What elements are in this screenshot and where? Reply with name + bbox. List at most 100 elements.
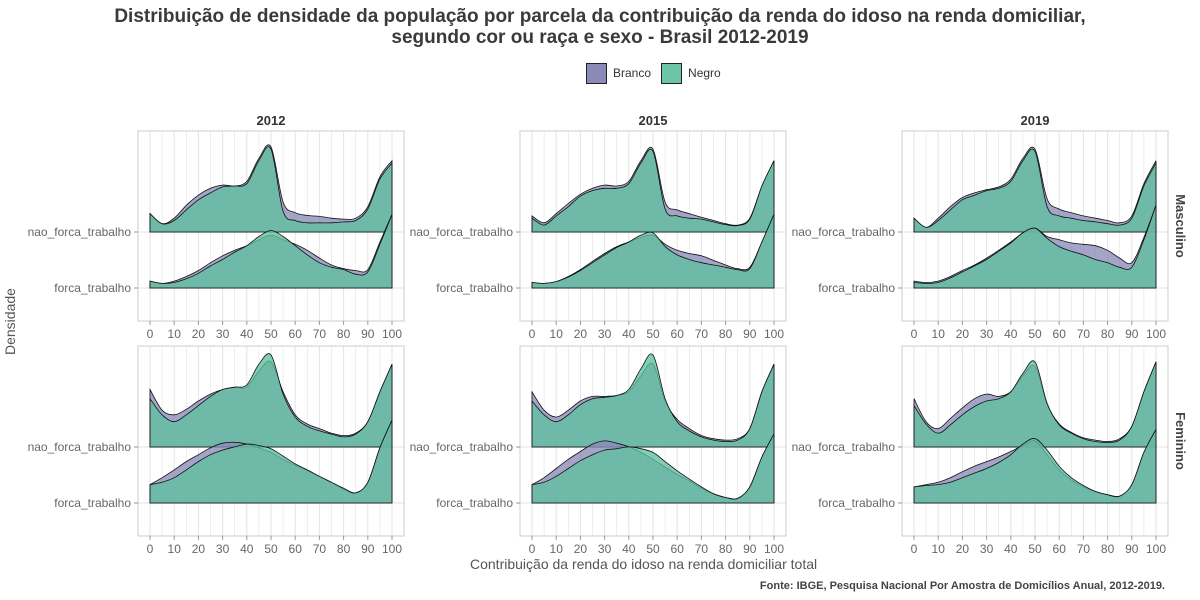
x-tick-label: 50 (1028, 542, 1042, 556)
x-tick-label: 30 (216, 327, 230, 341)
x-tick-label: 70 (313, 542, 327, 556)
x-tick-label: 90 (743, 327, 757, 341)
y-tick-label-forca_trabalho: forca_trabalho (54, 496, 131, 510)
x-tick-label: 90 (743, 542, 757, 556)
x-tick-label: 0 (529, 542, 536, 556)
density-forca_trabalho-negro (149, 420, 393, 504)
x-tick-label: 50 (646, 327, 660, 341)
y-tick-label-nao_forca_trabalho: nao_forca_trabalho (792, 225, 896, 239)
y-tick-label-nao_forca_trabalho: nao_forca_trabalho (28, 440, 132, 454)
legend-key-negro (661, 62, 683, 84)
x-tick-label: 80 (1101, 542, 1115, 556)
x-tick-label: 10 (168, 542, 182, 556)
panel-2015-masculino: nao_forca_trabalho forca_trabalho 0 10 20 30 4… (410, 130, 787, 341)
legend: Branco Negro (586, 60, 731, 86)
x-tick-label: 80 (337, 327, 351, 341)
x-tick-label: 90 (1125, 327, 1139, 341)
row-strip-feminino: Feminino (1173, 412, 1188, 470)
x-tick-label: 60 (671, 542, 685, 556)
density-forca_trabalho-negro (531, 433, 775, 504)
x-tick-label: 100 (764, 542, 784, 556)
x-tick-label: 70 (1077, 327, 1091, 341)
x-tick-label: 50 (264, 542, 278, 556)
x-tick-label: 40 (240, 542, 254, 556)
panel-2012-feminino: nao_forca_trabalho forca_trabalho 0 10 20 30 4… (28, 345, 405, 556)
y-axis-label: Densidade (2, 288, 18, 355)
panel-2015-feminino: nao_forca_trabalho forca_trabalho 0 10 20 30 4… (410, 345, 787, 556)
density-nao_forca_trabalho-negro (149, 146, 393, 233)
x-tick-label: 0 (147, 327, 154, 341)
x-tick-label: 10 (932, 542, 946, 556)
x-tick-label: 30 (598, 542, 612, 556)
y-tick-label-nao_forca_trabalho: nao_forca_trabalho (28, 225, 132, 239)
density-nao_forca_trabalho-negro (531, 353, 775, 448)
x-tick-label: 60 (1053, 542, 1067, 556)
x-tick-label: 100 (1146, 327, 1166, 341)
legend-key-branco (586, 62, 607, 84)
x-tick-label: 60 (1053, 327, 1067, 341)
x-tick-label: 40 (622, 327, 636, 341)
x-tick-label: 20 (956, 542, 970, 556)
y-tick-label-nao_forca_trabalho: nao_forca_trabalho (410, 225, 514, 239)
x-tick-label: 40 (622, 542, 636, 556)
column-strip-2015: 2015 (639, 113, 668, 128)
panel-2012-masculino: nao_forca_trabalho forca_trabalho 0 10 20 30 4… (28, 130, 405, 341)
density-nao_forca_trabalho-negro (531, 148, 775, 233)
x-tick-label: 80 (337, 542, 351, 556)
x-tick-label: 40 (240, 327, 254, 341)
x-tick-label: 0 (147, 542, 154, 556)
density-forca_trabalho-negro (531, 214, 775, 289)
x-tick-label: 70 (313, 327, 327, 341)
y-tick-label-forca_trabalho: forca_trabalho (436, 281, 513, 295)
density-nao_forca_trabalho-negro (913, 360, 1157, 448)
x-tick-label: 100 (382, 327, 402, 341)
x-tick-label: 40 (1004, 327, 1018, 341)
y-tick-label-forca_trabalho: forca_trabalho (818, 496, 895, 510)
x-tick-label: 100 (764, 327, 784, 341)
x-tick-label: 60 (289, 327, 303, 341)
row-strip-masculino: Masculino (1173, 194, 1188, 258)
x-axis-label: Contribuição da renda do idoso na renda … (470, 556, 818, 572)
x-tick-label: 70 (695, 327, 709, 341)
x-tick-label: 10 (550, 327, 564, 341)
x-tick-label: 40 (1004, 542, 1018, 556)
x-tick-label: 20 (574, 542, 588, 556)
chart-title-line2: segundo cor ou raça e sexo - Brasil 2012… (391, 27, 809, 48)
x-tick-label: 60 (671, 327, 685, 341)
caption: Fonte: IBGE, Pesquisa Nacional Por Amost… (759, 580, 1165, 592)
density-forca_trabalho-negro (149, 214, 393, 289)
x-tick-label: 0 (911, 327, 918, 341)
y-tick-label-forca_trabalho: forca_trabalho (436, 496, 513, 510)
x-tick-label: 80 (719, 327, 733, 341)
panel-2019-masculino: nao_forca_trabalho forca_trabalho 0 10 20 30 4… (792, 130, 1169, 341)
panel-2019-feminino: nao_forca_trabalho forca_trabalho 0 10 20 30 4… (792, 345, 1169, 556)
x-tick-label: 50 (1028, 327, 1042, 341)
x-tick-label: 10 (168, 327, 182, 341)
x-tick-label: 20 (574, 327, 588, 341)
x-tick-label: 60 (289, 542, 303, 556)
x-tick-label: 100 (382, 542, 402, 556)
x-tick-label: 30 (980, 542, 994, 556)
legend-label-negro: Negro (688, 66, 721, 80)
x-tick-label: 20 (192, 327, 206, 341)
x-tick-label: 30 (598, 327, 612, 341)
y-tick-label-nao_forca_trabalho: nao_forca_trabalho (792, 440, 896, 454)
chart-title-line1: Distribuição de densidade da população p… (114, 6, 1086, 27)
x-tick-label: 80 (1101, 327, 1115, 341)
x-tick-label: 10 (932, 327, 946, 341)
y-tick-label-forca_trabalho: forca_trabalho (54, 281, 131, 295)
x-tick-label: 10 (550, 542, 564, 556)
column-strip-2012: 2012 (257, 113, 286, 128)
density-nao_forca_trabalho-negro (149, 353, 393, 448)
x-tick-label: 80 (719, 542, 733, 556)
x-tick-label: 90 (1125, 542, 1139, 556)
legend-label-branco: Branco (613, 66, 652, 80)
y-tick-label-forca_trabalho: forca_trabalho (818, 281, 895, 295)
x-tick-label: 50 (264, 327, 278, 341)
x-tick-label: 30 (216, 542, 230, 556)
x-tick-label: 70 (1077, 542, 1091, 556)
density-forca_trabalho-negro (913, 205, 1157, 289)
density-forca_trabalho-negro (913, 429, 1157, 504)
x-tick-label: 100 (1146, 542, 1166, 556)
